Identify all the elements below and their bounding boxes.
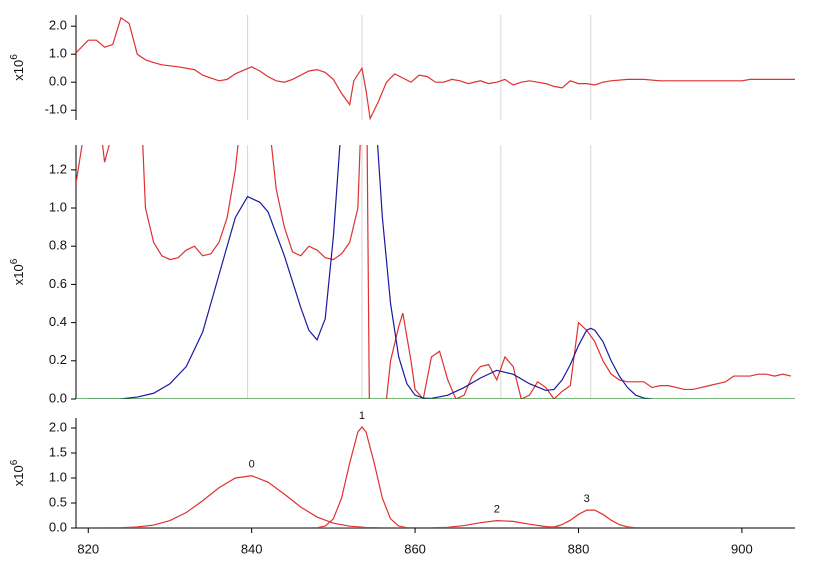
peak-label: 2	[494, 504, 500, 516]
plot-area	[76, 16, 795, 120]
peak-label: 3	[584, 493, 590, 505]
y-label-base: x10	[11, 465, 26, 486]
y-tick-label: 0.0	[49, 390, 67, 405]
data-line	[76, 145, 792, 399]
y-tick-label: 1.0	[49, 199, 67, 214]
x-tick-label: 880	[568, 541, 590, 556]
y-tick-label: 2.0	[49, 18, 67, 33]
y-tick-label: 1.0	[49, 469, 67, 484]
y-tick-label: 0.6	[49, 276, 67, 291]
y-tick-label: 1.5	[49, 444, 67, 459]
y-label-exp: 6	[9, 459, 20, 465]
y-axis-label-text: x106	[9, 258, 27, 285]
y-label-exp: 6	[9, 258, 20, 264]
data-line	[88, 519, 685, 528]
y-tick-label: 0.0	[49, 74, 67, 89]
y-label-base: x10	[11, 60, 26, 81]
x-tick-label: 900	[731, 541, 753, 556]
y-axis-label-text: x106	[9, 459, 27, 486]
y-axis-label: x106	[9, 54, 27, 81]
x-tick-label: 860	[404, 541, 426, 556]
y-tick-label: 0.4	[49, 314, 67, 329]
plot-area	[88, 426, 685, 528]
plot-area	[76, 145, 795, 399]
data-line	[88, 509, 685, 528]
y-tick-label: -1.0	[45, 102, 67, 117]
peak-label: 0	[249, 459, 255, 471]
y-axis-label: x106	[9, 258, 27, 285]
y-tick-label: 0.0	[49, 519, 67, 534]
y-label-exp: 6	[9, 54, 20, 60]
data-line	[88, 145, 653, 399]
y-axis-label: x106	[9, 459, 27, 486]
x-tick-label: 820	[77, 541, 99, 556]
y-tick-label: 1.0	[49, 46, 67, 61]
x-tick-label: 840	[241, 541, 263, 556]
data-line	[88, 475, 685, 528]
y-tick-label: 0.5	[49, 494, 67, 509]
y-tick-label: 0.8	[49, 238, 67, 253]
y-label-base: x10	[11, 264, 26, 285]
data-line	[76, 16, 795, 120]
y-tick-label: 1.2	[49, 161, 67, 176]
y-tick-label: 0.2	[49, 352, 67, 367]
y-tick-label: 2.0	[49, 419, 67, 434]
y-axis-label-text: x106	[9, 54, 27, 81]
data-line	[88, 426, 685, 528]
peak-label: 1	[359, 410, 365, 422]
